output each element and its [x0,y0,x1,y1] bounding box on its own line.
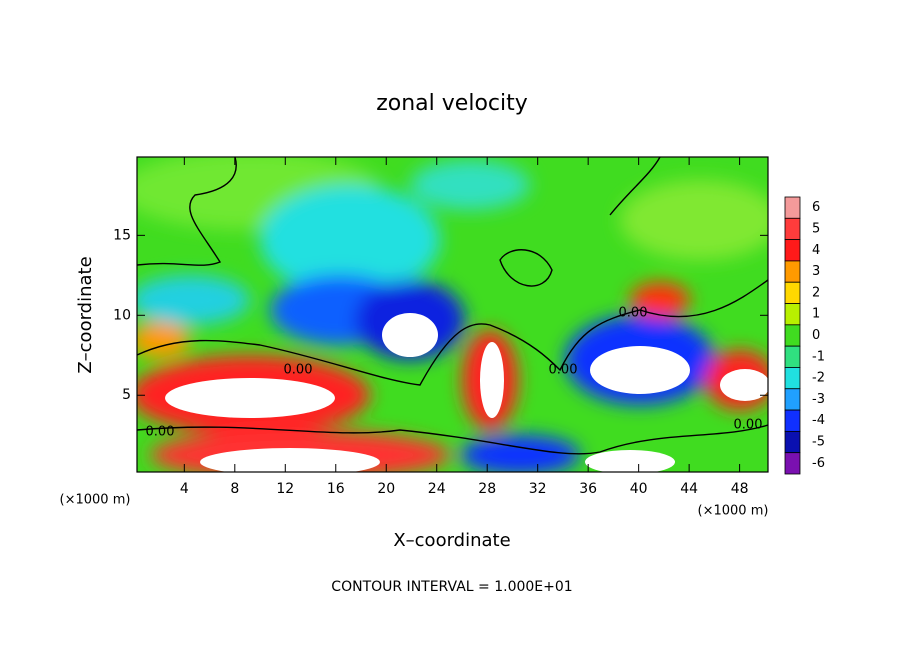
colorbar-label: 4 [812,243,820,258]
colorbar-label: 0 [812,328,820,343]
colorbar-label: 3 [812,264,820,279]
x-tick-label: 4 [180,481,189,497]
colorbar-label: -2 [812,371,825,386]
x-tick-label: 20 [377,481,395,497]
colorbar-cell [784,303,801,326]
colorbar-label: 2 [812,285,820,300]
y-axis-label: Z–coordinate [75,256,96,373]
colorbar-cell [784,217,801,241]
colorbar-cell [784,239,801,262]
y-tick-label: 5 [122,387,131,403]
x-axis-label: X–coordinate [393,530,510,551]
x-unit-label: (×1000 m) [698,504,769,519]
colorbar-cell [784,367,801,390]
colorbar-cell [784,388,801,411]
contour-label: 0.00 [549,363,578,378]
contour-label: 0.00 [146,425,175,440]
colorbar-cell [784,281,801,304]
x-tick-label: 24 [428,481,446,497]
x-tick-label: 36 [579,481,597,497]
x-tick-label: 16 [327,481,345,497]
colorbar-cell [784,409,801,432]
colorbar-label: 1 [812,307,820,322]
colorbar-label: -3 [812,392,825,407]
colorbar-label: -6 [812,456,825,471]
colorbar-label: 5 [812,221,820,236]
colorbar-cell [784,196,801,219]
colorbar-cell [784,345,801,368]
contour-label: 0.00 [284,363,313,378]
x-tick-label: 32 [529,481,547,497]
colorbar-cell [784,430,801,454]
contour-label: 0.00 [734,418,763,433]
contour-label: 0.00 [619,306,648,321]
colorbar-label: 6 [812,200,820,215]
x-tick-label: 8 [230,481,239,497]
y-tick-label: 10 [113,307,131,323]
y-unit-label: (×1000 m) [60,493,131,508]
footer: CONTOUR INTERVAL = 1.000E+01 [331,579,572,595]
colorbar-label: -5 [812,435,825,450]
contour-lines [137,157,768,455]
x-tick-label: 48 [731,481,749,497]
colorbar-cell [784,452,801,475]
colorbar-label: -4 [812,413,825,428]
field-white [165,313,768,472]
colorbar-cell [784,324,801,347]
x-tick-label: 44 [680,481,698,497]
field [137,157,768,472]
x-tick-label: 40 [630,481,648,497]
plot-frame [136,156,769,473]
y-tick-label: 15 [113,227,131,243]
colorbar-cell [784,260,801,283]
x-tick-label: 12 [276,481,294,497]
colorbar-label: -1 [812,349,825,364]
x-tick-label: 28 [478,481,496,497]
chart-title: zonal velocity [376,91,528,116]
